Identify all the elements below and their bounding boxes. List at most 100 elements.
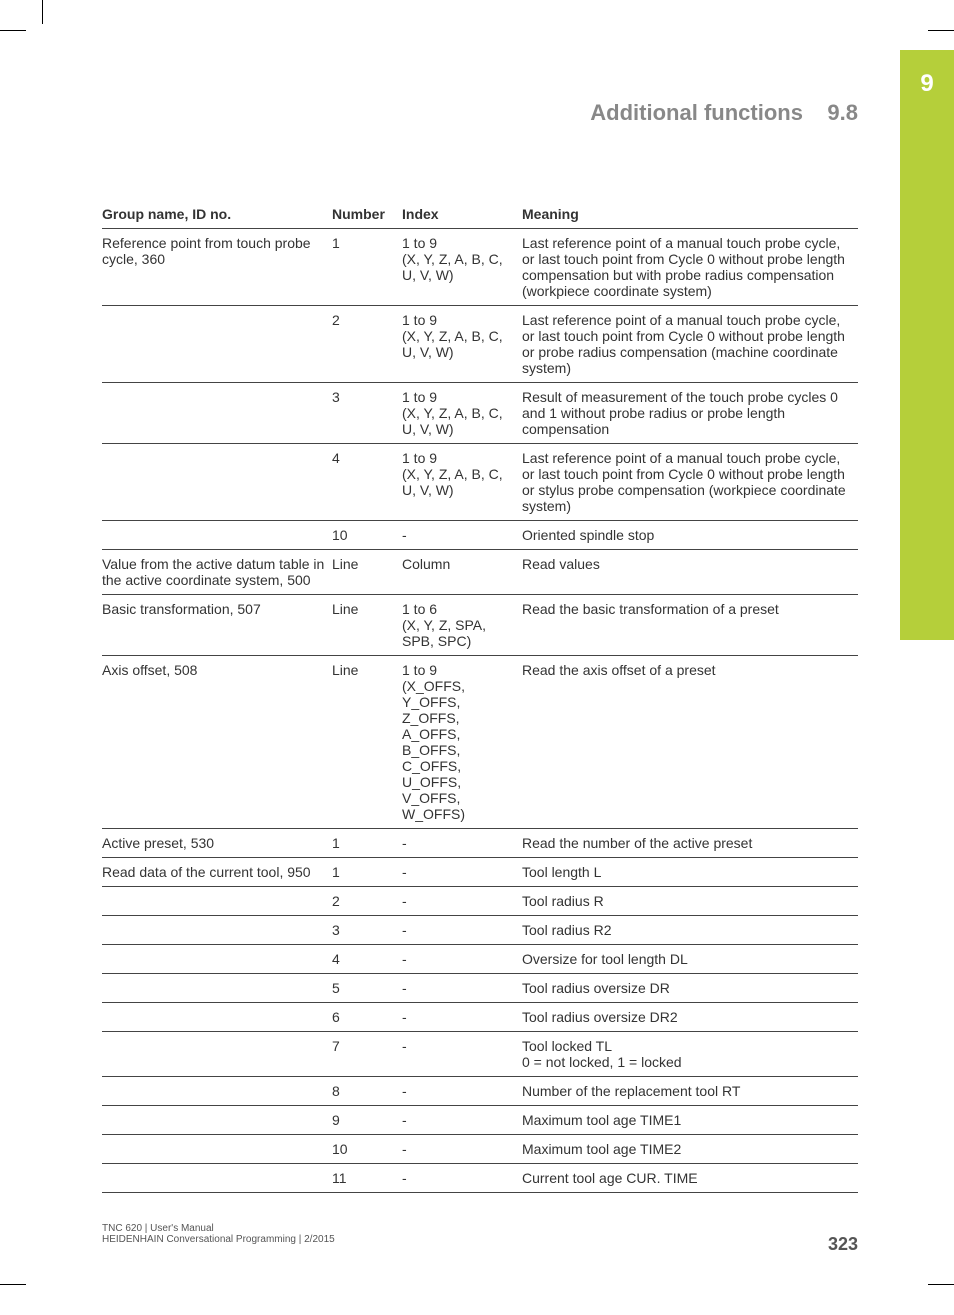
cell-group: Axis offset, 508 <box>102 656 332 829</box>
cell-group <box>102 521 332 550</box>
section-title: Additional functions <box>590 100 803 126</box>
col-header-group: Group name, ID no. <box>102 200 332 229</box>
table-row: Reference point from touch probe cycle, … <box>102 229 858 306</box>
cell-meaning: Maximum tool age TIME2 <box>522 1135 858 1164</box>
cell-group: Read data of the current tool, 950 <box>102 858 332 887</box>
cell-number: 10 <box>332 1135 402 1164</box>
cell-index: - <box>402 1164 522 1193</box>
cell-index: 1 to 9 (X, Y, Z, A, B, C, U, V, W) <box>402 444 522 521</box>
table-row: Active preset, 5301-Read the number of t… <box>102 829 858 858</box>
cell-index: - <box>402 829 522 858</box>
table-row: 31 to 9 (X, Y, Z, A, B, C, U, V, W)Resul… <box>102 383 858 444</box>
cell-number: 1 <box>332 858 402 887</box>
table-row: Read data of the current tool, 9501-Tool… <box>102 858 858 887</box>
cell-group <box>102 916 332 945</box>
cell-group <box>102 383 332 444</box>
cell-meaning: Oriented spindle stop <box>522 521 858 550</box>
page-header: Additional functions 9.8 <box>590 100 858 126</box>
cell-meaning: Read the axis offset of a preset <box>522 656 858 829</box>
footer-line1: TNC 620 | User's Manual <box>102 1223 858 1234</box>
cell-index: 1 to 9 (X, Y, Z, A, B, C, U, V, W) <box>402 229 522 306</box>
table-header-row: Group name, ID no. Number Index Meaning <box>102 200 858 229</box>
cell-index: 1 to 9 (X_OFFS, Y_OFFS, Z_OFFS, A_OFFS, … <box>402 656 522 829</box>
cell-number: 2 <box>332 306 402 383</box>
cell-group: Basic transformation, 507 <box>102 595 332 656</box>
table-row: Value from the active datum table in the… <box>102 550 858 595</box>
section-number: 9.8 <box>827 100 858 126</box>
cell-index: - <box>402 1032 522 1077</box>
table-row: Axis offset, 508Line1 to 9 (X_OFFS, Y_OF… <box>102 656 858 829</box>
cell-group <box>102 1032 332 1077</box>
table-row: Basic transformation, 507Line1 to 6 (X, … <box>102 595 858 656</box>
cell-number: 5 <box>332 974 402 1003</box>
cell-meaning: Tool radius oversize DR2 <box>522 1003 858 1032</box>
cell-meaning: Read the number of the active preset <box>522 829 858 858</box>
cell-meaning: Oversize for tool length DL <box>522 945 858 974</box>
table-row: 7-Tool locked TL 0 = not locked, 1 = loc… <box>102 1032 858 1077</box>
cell-meaning: Read the basic transformation of a prese… <box>522 595 858 656</box>
cell-group <box>102 887 332 916</box>
cell-meaning: Tool radius oversize DR <box>522 974 858 1003</box>
table-row: 4-Oversize for tool length DL <box>102 945 858 974</box>
cell-group <box>102 1135 332 1164</box>
cell-index: 1 to 9 (X, Y, Z, A, B, C, U, V, W) <box>402 383 522 444</box>
cell-group <box>102 974 332 1003</box>
cell-index: Column <box>402 550 522 595</box>
table-row: 10-Oriented spindle stop <box>102 521 858 550</box>
cell-group: Active preset, 530 <box>102 829 332 858</box>
page-number: 323 <box>828 1234 858 1255</box>
parameters-table: Group name, ID no. Number Index Meaning … <box>102 200 858 1193</box>
chapter-number: 9 <box>900 70 954 98</box>
col-header-meaning: Meaning <box>522 200 858 229</box>
cell-index: - <box>402 1106 522 1135</box>
table-row: 6-Tool radius oversize DR2 <box>102 1003 858 1032</box>
col-header-number: Number <box>332 200 402 229</box>
cell-group <box>102 444 332 521</box>
cell-meaning: Tool radius R2 <box>522 916 858 945</box>
cell-index: - <box>402 1135 522 1164</box>
cell-meaning: Number of the replacement tool RT <box>522 1077 858 1106</box>
table-row: 9-Maximum tool age TIME1 <box>102 1106 858 1135</box>
cell-meaning: Result of measurement of the touch probe… <box>522 383 858 444</box>
cell-meaning: Current tool age CUR. TIME <box>522 1164 858 1193</box>
cell-group <box>102 1003 332 1032</box>
cell-number: 1 <box>332 229 402 306</box>
cell-group <box>102 1164 332 1193</box>
cell-meaning: Last reference point of a manual touch p… <box>522 444 858 521</box>
cell-group: Value from the active datum table in the… <box>102 550 332 595</box>
cell-number: Line <box>332 550 402 595</box>
cell-number: 9 <box>332 1106 402 1135</box>
cell-index: - <box>402 887 522 916</box>
content-area: Group name, ID no. Number Index Meaning … <box>102 200 858 1193</box>
cell-number: Line <box>332 656 402 829</box>
cell-index: - <box>402 858 522 887</box>
cell-number: 4 <box>332 945 402 974</box>
cell-index: - <box>402 974 522 1003</box>
cell-meaning: Last reference point of a manual touch p… <box>522 306 858 383</box>
table-row: 3-Tool radius R2 <box>102 916 858 945</box>
cell-number: 7 <box>332 1032 402 1077</box>
cell-number: 4 <box>332 444 402 521</box>
cell-meaning: Read values <box>522 550 858 595</box>
cell-meaning: Tool radius R <box>522 887 858 916</box>
cell-group <box>102 1077 332 1106</box>
table-row: 41 to 9 (X, Y, Z, A, B, C, U, V, W)Last … <box>102 444 858 521</box>
table-row: 2-Tool radius R <box>102 887 858 916</box>
cell-group: Reference point from touch probe cycle, … <box>102 229 332 306</box>
cell-index: 1 to 9 (X, Y, Z, A, B, C, U, V, W) <box>402 306 522 383</box>
cell-meaning: Tool length L <box>522 858 858 887</box>
cell-index: - <box>402 945 522 974</box>
cell-index: - <box>402 1077 522 1106</box>
cell-number: 3 <box>332 916 402 945</box>
table-row: 8-Number of the replacement tool RT <box>102 1077 858 1106</box>
chapter-tab: 9 <box>900 50 954 640</box>
cell-index: - <box>402 521 522 550</box>
table-row: 10-Maximum tool age TIME2 <box>102 1135 858 1164</box>
cell-index: - <box>402 916 522 945</box>
cell-number: 2 <box>332 887 402 916</box>
cell-group <box>102 1106 332 1135</box>
cell-group <box>102 945 332 974</box>
cell-number: 6 <box>332 1003 402 1032</box>
cell-number: 8 <box>332 1077 402 1106</box>
cell-meaning: Last reference point of a manual touch p… <box>522 229 858 306</box>
